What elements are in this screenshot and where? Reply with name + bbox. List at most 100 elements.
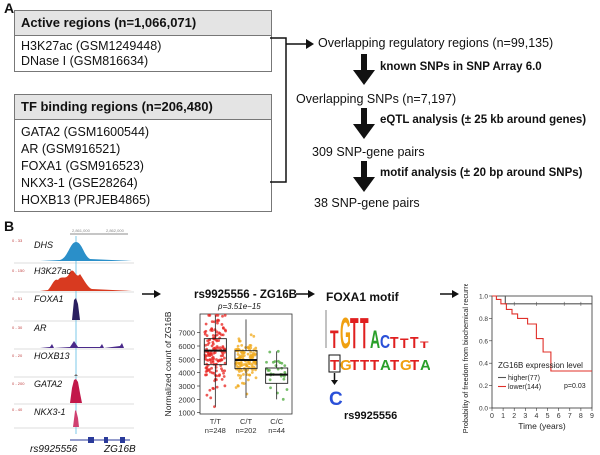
data-point	[223, 328, 227, 332]
tf-item: HOXB13 (PRJEB4865)	[21, 193, 151, 207]
data-point	[210, 327, 214, 331]
p-value: p=0.03	[564, 383, 586, 390]
data-point	[238, 339, 242, 343]
data-point	[237, 373, 240, 377]
down-arrow-icon	[353, 54, 375, 85]
data-point	[204, 322, 208, 326]
data-point	[205, 367, 209, 370]
y-axis-label: Probability of freedom from biochemical …	[461, 284, 470, 433]
sequence-base: T	[360, 357, 369, 374]
active-regions-title: Active regions (n=1,066,071)	[15, 11, 271, 36]
panel-a-label: A	[4, 0, 15, 16]
data-point	[215, 345, 219, 348]
track-label-hoxb13: HOXB13	[34, 351, 70, 361]
sequence-base: A	[380, 357, 391, 374]
merge-arrow	[270, 37, 314, 183]
y-tick-label: 3000	[178, 382, 195, 391]
track-label-foxa1: FOXA1	[34, 294, 64, 304]
logo-letter: T	[330, 327, 339, 354]
data-point	[207, 341, 211, 345]
track-label-ar: AR	[34, 323, 47, 333]
snp-gene-pairs-309: 309 SNP-gene pairs	[312, 145, 425, 159]
data-point	[218, 359, 222, 363]
data-point	[253, 360, 257, 364]
data-point	[207, 313, 211, 317]
tf-item: GATA2 (GSM1600544)	[21, 125, 150, 139]
svg-text:0 - 33: 0 - 33	[12, 238, 23, 243]
data-point	[204, 370, 208, 373]
down-arrow-icon	[353, 108, 375, 139]
sequence-base: T	[410, 357, 419, 374]
logo-letter: T	[410, 334, 419, 352]
x-tick-label: 0	[490, 413, 494, 420]
y-axis-label: Normalized count of ZG16B	[163, 311, 173, 416]
data-point	[246, 346, 250, 350]
data-point	[216, 321, 219, 325]
sequence-base: T	[370, 357, 379, 374]
data-point	[235, 361, 238, 365]
data-point	[246, 368, 249, 372]
step-motif: motif analysis (± 20 bp around SNPs)	[380, 167, 583, 179]
data-point	[221, 314, 224, 318]
data-point	[281, 397, 285, 401]
x-tick-label: 4	[534, 413, 538, 420]
data-point	[238, 376, 242, 380]
x-tick-label: 6	[557, 413, 561, 420]
track-label-nkx3-1: NKX3-1	[34, 407, 66, 417]
plot-frame	[491, 295, 593, 409]
sequence-base: T	[330, 357, 339, 374]
data-point	[254, 346, 258, 350]
data-point	[240, 364, 244, 367]
data-point	[221, 352, 225, 356]
logo-letter: G	[340, 309, 351, 357]
y-tick-label: 1.0	[479, 294, 488, 301]
data-point	[250, 371, 254, 374]
svg-text:2,861,000: 2,861,000	[72, 228, 91, 233]
data-point	[236, 352, 240, 356]
step-eqtl: eQTL analysis (± 25 kb around genes)	[380, 114, 587, 126]
sequence-base: T	[390, 357, 399, 374]
overlap-regions-text: Overlapping regulatory regions (n=99,135…	[318, 36, 554, 50]
data-point	[211, 334, 215, 337]
data-point	[218, 332, 222, 335]
data-point	[223, 384, 227, 388]
snp-label: rs9925556	[30, 444, 78, 455]
gene-label: ZG16B	[104, 444, 136, 455]
sequence-base: A	[420, 357, 430, 374]
right-arrow-icon	[440, 290, 459, 298]
data-point	[211, 355, 215, 359]
data-point	[252, 334, 256, 338]
data-point	[282, 377, 286, 381]
logo-letter: T	[420, 340, 429, 351]
data-point	[211, 340, 215, 344]
data-point	[204, 355, 207, 359]
logo-letter: T	[360, 309, 369, 357]
data-point	[254, 362, 257, 366]
sequence-base: G	[340, 357, 352, 374]
data-point	[236, 384, 240, 388]
data-point	[221, 345, 225, 348]
data-point	[238, 370, 241, 373]
legend-title: ZG16B expression level	[498, 361, 583, 370]
data-point	[276, 349, 280, 353]
data-point	[212, 371, 216, 375]
sequence-base: T	[350, 357, 359, 374]
survival-curve-higher(77)	[492, 295, 592, 305]
active-item: DNase I (GSM816634)	[21, 54, 149, 68]
x-tick-label: 8	[579, 413, 583, 420]
sample-size-label: n=202	[235, 426, 256, 435]
y-tick-label: 5000	[178, 355, 195, 364]
x-axis-label: Time (years)	[518, 421, 566, 431]
survival-plot: 0.0 0.2 0.4 0.6 0.8 1.0 0 1 2 3 4 5 6 7 8 9 Time (years)…	[461, 284, 594, 433]
data-point	[208, 368, 211, 371]
data-point	[249, 354, 252, 358]
data-point	[242, 382, 246, 385]
data-point	[236, 344, 240, 348]
track-label-h3k27ac: H3K27ac	[34, 266, 72, 276]
data-point	[237, 337, 241, 341]
data-point	[208, 388, 212, 392]
x-tick-label: 7	[568, 413, 572, 420]
data-point	[247, 373, 251, 377]
y-tick-label: 0.4	[479, 361, 488, 368]
box-C/T	[234, 350, 258, 370]
